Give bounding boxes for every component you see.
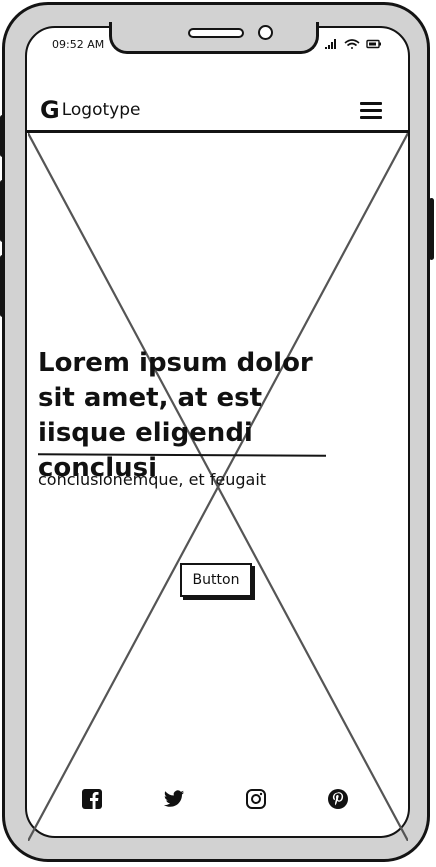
side-button: [0, 255, 5, 317]
header: G Logotype: [26, 88, 410, 132]
status-time: 09:52 AM: [52, 38, 105, 51]
battery-icon: [366, 39, 381, 49]
facebook-icon[interactable]: [81, 788, 103, 810]
hero-subtitle: conclusionemque, et feugait: [38, 470, 267, 489]
instagram-icon[interactable]: [245, 788, 267, 810]
logo-text: Logotype: [61, 100, 141, 120]
pinterest-icon[interactable]: [327, 788, 349, 810]
status-icons: [325, 39, 381, 49]
image-placeholder: [28, 133, 408, 841]
wifi-icon: [344, 39, 360, 49]
logo-icon: G: [40, 96, 60, 124]
notch: [109, 22, 319, 54]
side-button: [0, 180, 5, 242]
hero-title: Lorem ipsum dolor sit amet, at est iisqu…: [38, 348, 313, 483]
logo[interactable]: G Logotype: [40, 98, 140, 122]
header-divider: [26, 130, 410, 133]
cta-button[interactable]: Button: [180, 563, 252, 597]
speaker: [188, 28, 244, 38]
twitter-icon[interactable]: [163, 788, 185, 810]
side-button: [429, 198, 434, 260]
hamburger-icon[interactable]: [360, 102, 382, 120]
signal-icon: [325, 39, 336, 49]
screen: [25, 26, 410, 838]
side-button: [0, 115, 5, 157]
camera: [258, 25, 273, 40]
